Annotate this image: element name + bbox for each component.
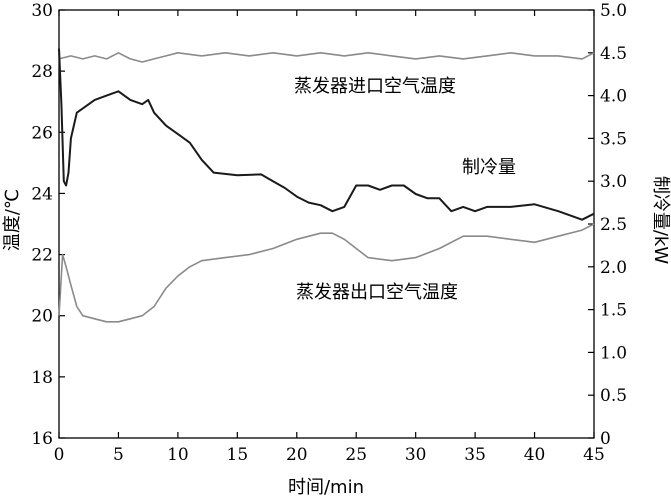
y-left-tick-label: 26: [31, 123, 53, 143]
y-right-tick-label: 5.0: [600, 1, 627, 21]
y-right-tick-label: 4.5: [600, 44, 627, 64]
y-right-tick-label: 3.5: [600, 129, 627, 149]
y-right-tick-label: 4.0: [600, 87, 627, 107]
annotation-inlet-temperature: 蒸发器进口空气温度: [294, 76, 456, 97]
x-tick-label: 0: [54, 445, 65, 465]
x-tick-label: 45: [583, 445, 605, 465]
y-left-tick-label: 18: [31, 368, 53, 388]
y-left-tick-label: 22: [31, 246, 53, 266]
x-tick-label: 25: [345, 445, 367, 465]
y-axis-left-title: 温度/℃: [2, 189, 23, 251]
series-line-inlet: [58, 51, 595, 63]
y-right-tick-label: 1.5: [600, 301, 627, 321]
annotation-outlet-temperature: 蒸发器出口空气温度: [296, 282, 458, 303]
x-tick-label: 40: [524, 445, 546, 465]
x-tick-label: 35: [464, 445, 486, 465]
y-left-tick-label: 20: [31, 307, 53, 327]
y-left-tick-label: 30: [31, 1, 53, 21]
y-right-tick-label: 0: [600, 429, 611, 449]
y-left-tick-label: 16: [31, 429, 53, 449]
y-right-tick-label: 2.0: [600, 258, 627, 278]
y-left-tick-label: 28: [31, 62, 53, 82]
y-left-tick-label: 24: [31, 184, 53, 204]
y-axis-right-title: 制冷量/kW: [650, 176, 671, 264]
plot-frame: [58, 9, 595, 439]
y-right-tick-label: 1.0: [600, 343, 627, 363]
y-right-tick-label: 0.5: [600, 386, 627, 406]
x-axis-title: 时间/min: [288, 477, 364, 498]
x-tick-label: 15: [227, 445, 249, 465]
ticks: 0 5 10 15 20 25 30 35 40 45 16 18 20 22 24 26 28 30 0 0.5 1.…: [31, 1, 627, 465]
series-line-outlet: [58, 223, 595, 323]
y-right-tick-label: 3.0: [600, 172, 627, 192]
series-lines: [58, 48, 595, 323]
x-tick-label: 20: [286, 445, 308, 465]
annotation-cooling-capacity: 制冷量: [462, 157, 516, 178]
series-line-cooling: [58, 48, 595, 221]
y-right-tick-label: 2.5: [600, 215, 627, 235]
x-tick-label: 5: [113, 445, 124, 465]
x-tick-label: 30: [405, 445, 427, 465]
x-tick-label: 10: [167, 445, 189, 465]
